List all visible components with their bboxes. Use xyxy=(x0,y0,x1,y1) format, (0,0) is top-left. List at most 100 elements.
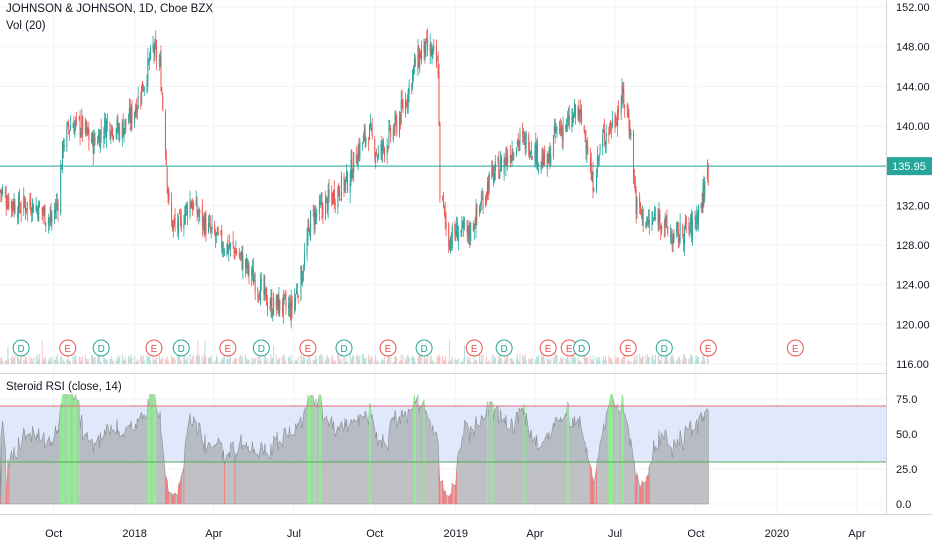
volume-bar xyxy=(278,359,280,364)
volume-bar xyxy=(565,358,567,364)
candle-body xyxy=(689,227,691,231)
volume-bar xyxy=(203,354,205,364)
candle-body xyxy=(357,148,359,168)
candle-body xyxy=(189,199,191,216)
rsi-overbought-bar xyxy=(315,399,317,504)
volume-bar xyxy=(205,356,207,364)
candle-body xyxy=(611,119,613,126)
candle-body xyxy=(540,162,542,165)
volume-bar xyxy=(567,361,569,364)
candle-body xyxy=(388,128,390,147)
rsi-oversold-bar xyxy=(443,491,445,504)
candle-body xyxy=(177,220,179,230)
candle-body xyxy=(579,109,581,114)
candle-body xyxy=(244,259,246,268)
dividend-marker xyxy=(12,339,30,357)
volume-bar xyxy=(417,357,419,364)
time-tick-label: Oct xyxy=(687,528,704,540)
volume-bar xyxy=(683,354,685,364)
candle-body xyxy=(475,207,477,228)
candle-body xyxy=(423,38,425,53)
rsi-overbought-bar xyxy=(149,394,151,504)
candle-body xyxy=(63,145,65,148)
volume-bar xyxy=(325,360,327,364)
candle-body xyxy=(82,116,84,134)
candle-body xyxy=(568,115,570,128)
chart-title: JOHNSON & JOHNSON, 1D, Cboe BZX xyxy=(6,3,214,15)
volume-bar xyxy=(279,357,281,364)
volume-bar xyxy=(198,357,200,364)
candle-body xyxy=(524,132,526,151)
candle-body xyxy=(164,112,166,155)
volume-bar xyxy=(390,356,392,364)
candle-body xyxy=(42,209,44,214)
candle-body xyxy=(254,280,256,293)
rsi-overbought-bar xyxy=(69,394,71,504)
volume-bar xyxy=(149,355,151,364)
volume-bar xyxy=(26,361,28,364)
volume-bar xyxy=(424,355,426,364)
volume-bar xyxy=(312,359,314,364)
candle-body xyxy=(464,224,466,226)
candle-body xyxy=(432,47,434,51)
candle-body xyxy=(610,121,612,129)
volume-bar xyxy=(380,360,382,364)
volume-bar xyxy=(208,357,210,364)
volume-bar xyxy=(584,354,586,364)
rsi-overbought-bar xyxy=(78,401,80,504)
candle-body xyxy=(449,238,451,249)
candle-body xyxy=(178,215,180,234)
volume-bar xyxy=(371,356,373,364)
volume-bar xyxy=(167,359,169,364)
volume-bar xyxy=(260,361,262,364)
candle-body xyxy=(69,130,71,133)
candle-body xyxy=(541,155,543,166)
candle-body xyxy=(671,239,673,246)
candle-body xyxy=(209,224,211,231)
rsi-overbought-bar xyxy=(66,394,68,504)
volume-bar xyxy=(54,359,56,364)
earnings-marker-label: E xyxy=(225,344,232,355)
candle-body xyxy=(155,38,157,48)
candle-body xyxy=(205,217,207,235)
volume-bar xyxy=(522,354,524,364)
candle-body xyxy=(315,212,317,215)
candle-body xyxy=(571,116,573,128)
volume-bar xyxy=(322,355,324,364)
volume-bar xyxy=(610,358,612,364)
candle-body xyxy=(23,195,25,210)
candle-body xyxy=(604,141,606,145)
volume-bar xyxy=(658,355,660,364)
candle-body xyxy=(180,218,182,231)
last-price-tag xyxy=(887,157,932,176)
candle-body xyxy=(196,202,198,215)
candle-body xyxy=(598,154,600,162)
candle-body xyxy=(701,202,703,207)
volume-bar xyxy=(72,355,74,364)
candle-body xyxy=(543,150,545,164)
candle-body xyxy=(78,116,80,119)
rsi-oversold-bar xyxy=(442,480,444,504)
rsi-oversold-bar xyxy=(455,484,457,504)
volume-bar xyxy=(318,355,320,364)
volume-bar xyxy=(94,357,96,364)
candle-body xyxy=(39,205,41,207)
candle-body xyxy=(263,276,265,295)
candle-body xyxy=(291,299,293,309)
volume-bar xyxy=(657,356,659,364)
candle-body xyxy=(331,193,333,197)
volume-bar xyxy=(671,357,673,364)
earnings-marker xyxy=(379,339,397,357)
candle-body xyxy=(308,223,310,227)
candle-body xyxy=(685,217,687,226)
candle-body xyxy=(246,260,248,270)
candle-body xyxy=(443,206,445,209)
candle-body xyxy=(462,223,464,225)
volume-bar xyxy=(48,358,50,364)
candle-body xyxy=(669,235,671,237)
rsi-oversold-bar xyxy=(5,482,7,504)
candle-body xyxy=(628,119,630,130)
volume-bar xyxy=(548,360,550,364)
